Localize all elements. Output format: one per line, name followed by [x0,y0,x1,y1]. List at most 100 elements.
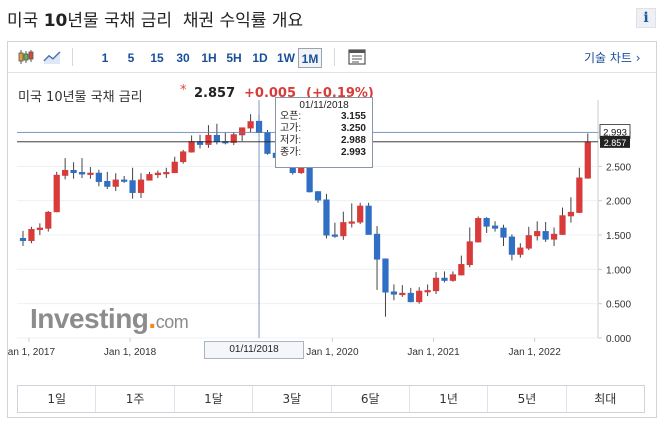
candle-body[interactable] [407,292,414,303]
range-1d[interactable]: 1일 [18,386,97,412]
candle-body[interactable] [53,174,60,213]
current-price-tag [600,135,630,148]
candle-body[interactable] [180,151,187,163]
range-1m[interactable]: 1달 [175,386,254,412]
candle-body[interactable] [45,211,52,229]
candle-body[interactable] [424,290,431,293]
candle-body[interactable] [491,225,499,229]
candle-body[interactable] [323,199,330,236]
candle-body[interactable] [483,218,490,227]
candle-body[interactable] [314,191,322,201]
tools-link[interactable]: 기술 차트 › [584,51,641,65]
candle-body[interactable] [264,132,271,154]
candle-body[interactable] [28,229,35,242]
interval-15[interactable]: 15 [150,51,164,65]
candle-body[interactable] [466,241,473,266]
y-tick-label: 2.500 [606,162,631,173]
interval-5h[interactable]: 5H [226,51,242,65]
candle-body[interactable] [112,179,119,187]
candle-body[interactable] [534,231,541,237]
candle-body[interactable] [567,211,575,217]
toolbar-separator [334,48,335,66]
interval-1m[interactable]: 1M [298,48,322,68]
tooltip-date: 01/11/2018 [299,100,349,111]
candle-body[interactable] [348,221,355,224]
y-tick-label: 0.500 [606,300,631,311]
candle-body[interactable] [213,134,220,143]
candle-body[interactable] [340,222,347,237]
candle-body[interactable] [306,165,313,193]
interval-1w[interactable]: 1W [277,51,295,65]
candle-body[interactable] [365,205,372,235]
chart-toolbar: 1 5 15 30 1H 5H 1D 1W 1M 기술 차트 › [8,42,656,73]
candle-body[interactable] [517,247,524,255]
candle-body[interactable] [36,227,43,231]
candle-body[interactable] [95,172,102,182]
candle-body[interactable] [121,179,128,182]
candle-body[interactable] [137,179,145,193]
candle-body[interactable] [70,169,77,174]
candle-body[interactable] [441,277,448,281]
candle-body[interactable] [576,177,583,213]
candle-body[interactable] [550,233,558,240]
investing-logo: Investing.com [30,303,189,334]
candle-body[interactable] [508,236,516,255]
candle-body[interactable] [104,180,111,187]
candle-body[interactable] [331,234,339,237]
current-price-tag-label: 2.857 [604,138,627,148]
candle-body[interactable] [239,127,246,136]
tooltip-row-high: 고가: 3.250 [280,123,366,134]
range-5y[interactable]: 5년 [488,386,567,412]
candle-body[interactable] [559,215,566,235]
y-tick-label: 0.000 [606,334,631,345]
interval-5[interactable]: 5 [127,51,135,65]
candle-body[interactable] [475,218,482,243]
candle-body[interactable] [154,172,161,176]
info-icon[interactable]: i [636,8,656,28]
candle-body[interactable] [449,274,457,281]
candle-body[interactable] [458,264,465,276]
candle-body[interactable] [171,161,178,174]
interval-1[interactable]: 1 [101,51,109,65]
candle-body[interactable] [390,291,398,295]
table-icon[interactable] [347,48,367,66]
range-1w[interactable]: 1주 [96,386,175,412]
candle-body[interactable] [416,290,423,303]
x-tick-label: Jan 1, 2017 [8,347,55,358]
y-tick-label: 1.000 [606,265,631,276]
range-3m[interactable]: 3달 [253,386,332,412]
candle-body[interactable] [247,121,254,129]
candle-body[interactable] [129,180,136,193]
candle-body[interactable] [62,169,69,176]
candle-body[interactable] [432,277,440,292]
candle-body[interactable] [357,205,364,223]
candle-body[interactable] [382,258,389,293]
candle-body[interactable] [399,292,406,296]
range-6m[interactable]: 6달 [332,386,410,412]
candle-body[interactable] [230,134,237,143]
candle-body[interactable] [19,237,27,242]
candle-body[interactable] [87,172,94,175]
range-1y[interactable]: 1년 [410,386,489,412]
candle-body[interactable] [525,235,532,249]
candle-body[interactable] [542,231,549,240]
candle-body[interactable] [500,227,507,238]
candle-body[interactable] [373,233,381,260]
candle-body[interactable] [146,174,153,181]
interval-30[interactable]: 30 [176,51,190,65]
candle-body[interactable] [188,141,195,153]
range-max[interactable]: 최대 [594,392,617,406]
interval-1h[interactable]: 1H [201,51,217,65]
last-price: 2.857 [194,86,236,101]
interval-1d[interactable]: 1D [252,51,268,65]
x-tick-label: Jan 1, 2022 [509,347,562,358]
candlestick-icon[interactable] [16,48,36,66]
x-tick-label: Jan 1, 2018 [104,347,157,358]
candle-body[interactable] [205,134,212,145]
candle-body[interactable] [584,141,591,179]
candle-body[interactable] [163,172,170,175]
candle-body[interactable] [78,172,86,175]
cursor-price-label: 2.993 [603,128,627,139]
area-chart-icon[interactable] [42,48,62,66]
